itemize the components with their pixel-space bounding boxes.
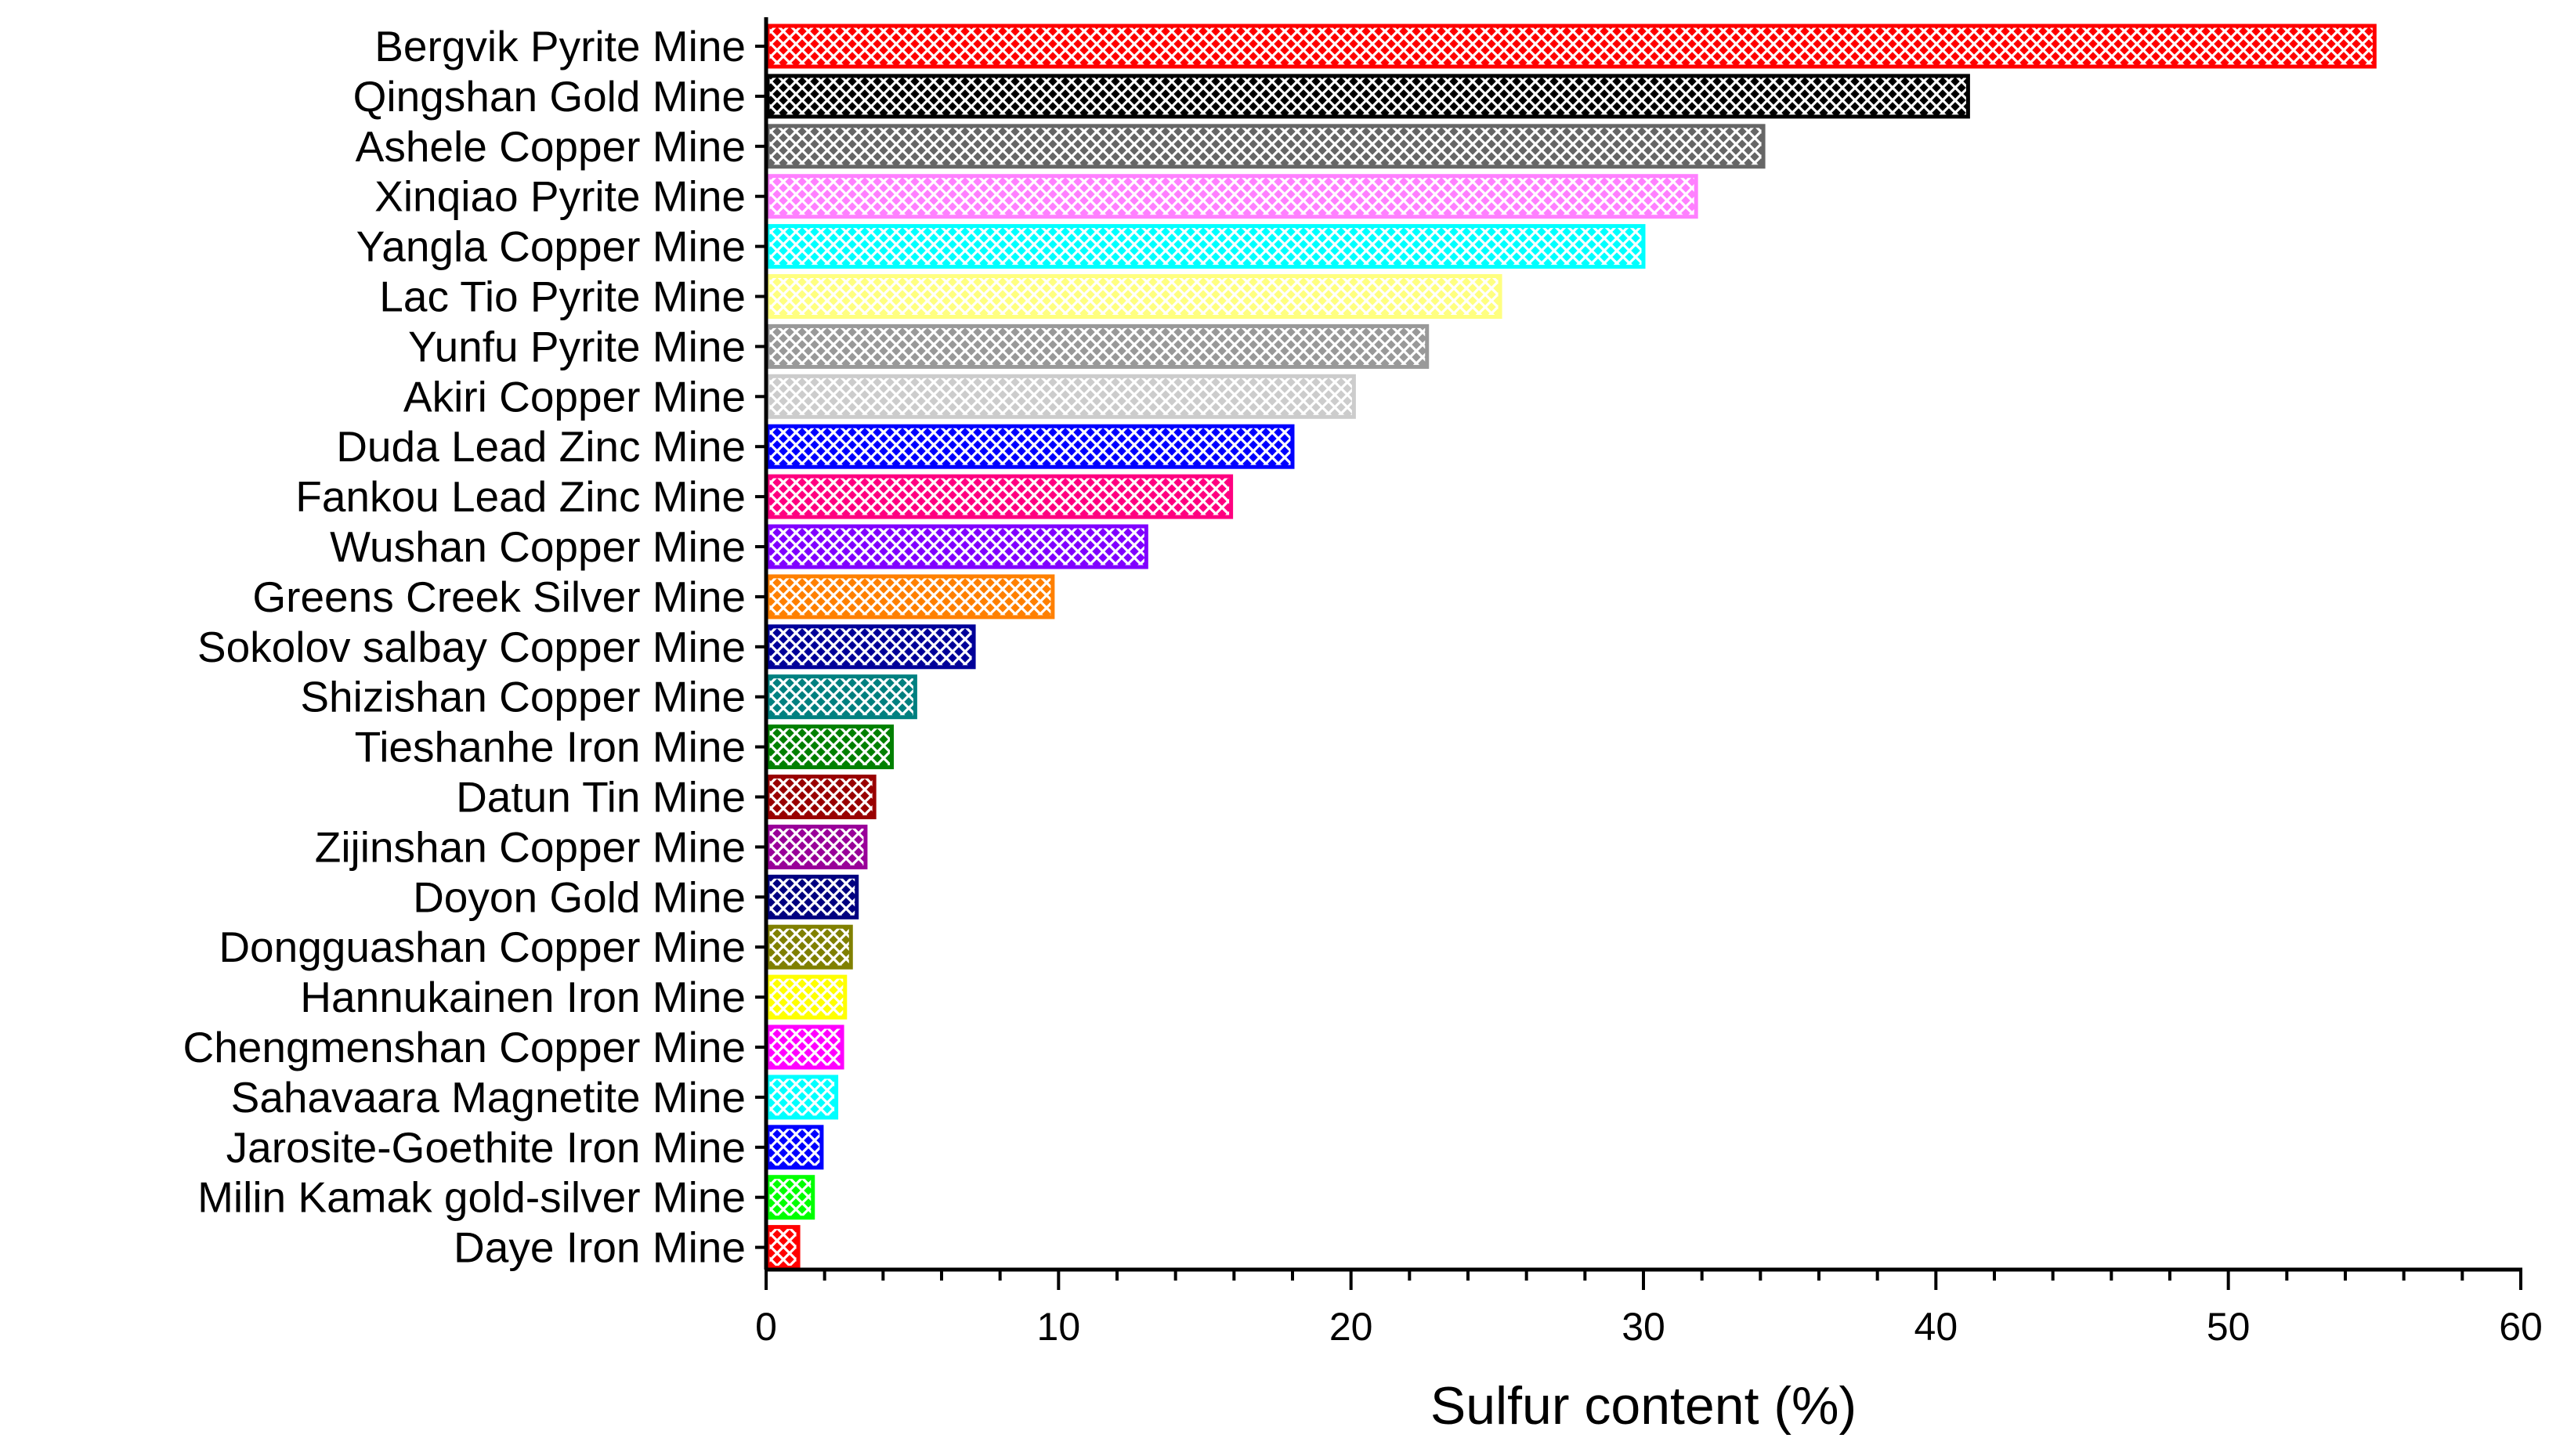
bar-21 <box>765 1024 844 1070</box>
bar-12 <box>765 574 1055 620</box>
x-tick-label: 50 <box>2207 1305 2251 1349</box>
bar-17 <box>765 824 868 869</box>
category-label: Akiri Copper Mine <box>403 372 746 421</box>
bar-4 <box>765 174 1698 219</box>
category-label: Milin Kamak gold-silver Mine <box>197 1173 746 1222</box>
bar-5 <box>765 224 1646 269</box>
x-ticks-layer: 0 10 20 30 40 50 60 <box>755 45 2543 1349</box>
category-label: Chengmenshan Copper Mine <box>183 1023 747 1071</box>
bar-10 <box>765 474 1234 519</box>
category-label: Zijinshan Copper Mine <box>315 822 746 871</box>
bar-22 <box>765 1075 839 1120</box>
bar-13 <box>765 624 976 670</box>
category-label: Xinqiao Pyrite Mine <box>374 172 746 221</box>
category-label: Hannukainen Iron Mine <box>300 973 746 1021</box>
bar-14 <box>765 674 917 720</box>
category-label: Doyon Gold Mine <box>413 873 746 921</box>
category-label: Dongguashan Copper Mine <box>219 923 746 971</box>
category-label: Sahavaara Magnetite Mine <box>231 1073 746 1122</box>
category-label: Wushan Copper Mine <box>330 522 746 571</box>
category-label: Qingshan Gold Mine <box>353 72 746 121</box>
category-label: Jarosite-Goethite Iron Mine <box>226 1123 746 1172</box>
bar-2 <box>765 74 1970 119</box>
category-label: Datun Tin Mine <box>456 773 746 822</box>
category-label: Daye Iron Mine <box>454 1223 746 1272</box>
bar-16 <box>765 775 877 819</box>
bar-3 <box>765 124 1766 169</box>
bar-15 <box>765 724 895 770</box>
category-label: Yunfu Pyrite Mine <box>408 322 746 370</box>
category-label: Tieshanhe Iron Mine <box>355 723 746 771</box>
category-label: Greens Creek Silver Mine <box>252 573 746 621</box>
x-tick-label: 0 <box>755 1305 777 1349</box>
bar-19 <box>765 924 853 970</box>
category-label: Duda Lead Zinc Mine <box>336 422 746 471</box>
bar-1 <box>765 23 2377 69</box>
category-label: Lac Tio Pyrite Mine <box>379 273 746 321</box>
x-axis-title: Sulfur content (%) <box>1430 1376 1857 1436</box>
bar-11 <box>765 524 1148 569</box>
bar-25 <box>765 1225 801 1270</box>
category-label: Fankou Lead Zinc Mine <box>295 472 746 521</box>
bar-7 <box>765 323 1430 369</box>
category-label: Sokolov salbay Copper Mine <box>197 623 746 671</box>
bar-8 <box>765 374 1356 419</box>
category-label: Bergvik Pyrite Mine <box>374 22 746 70</box>
bar-6 <box>765 274 1502 319</box>
x-tick-label: 30 <box>1622 1305 1665 1349</box>
x-tick-label: 10 <box>1037 1305 1081 1349</box>
x-tick-label: 60 <box>2499 1305 2543 1349</box>
bars-layer <box>765 23 2377 1270</box>
bar-24 <box>765 1175 815 1220</box>
category-label: Shizishan Copper Mine <box>300 673 746 721</box>
bar-23 <box>765 1125 824 1170</box>
bar-9 <box>765 424 1295 469</box>
bar-20 <box>765 974 848 1020</box>
category-label: Ashele Copper Mine <box>356 122 746 171</box>
x-tick-label: 40 <box>1914 1305 1958 1349</box>
bar-18 <box>765 874 859 919</box>
x-tick-label: 20 <box>1329 1305 1373 1349</box>
category-label: Yangla Copper Mine <box>356 222 746 271</box>
